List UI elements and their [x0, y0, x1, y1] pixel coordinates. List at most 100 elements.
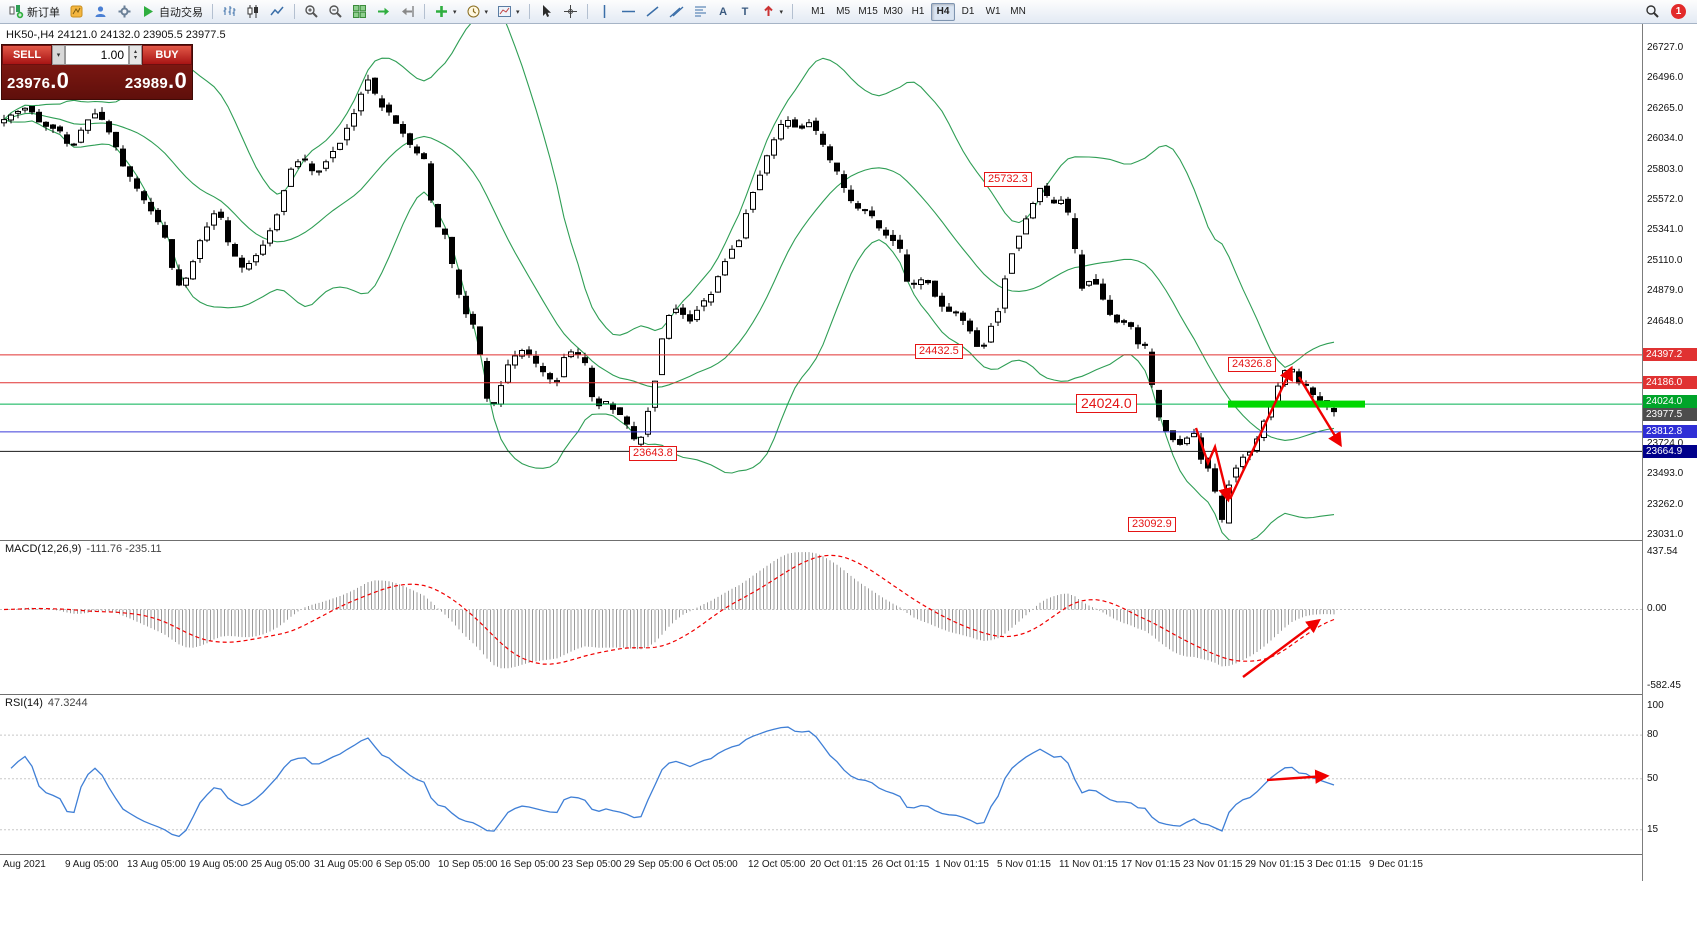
time-axis-label: 29 Sep 05:00: [624, 859, 684, 870]
gear-icon: [118, 5, 131, 18]
bar-chart-icon: [223, 6, 236, 16]
search-icon: [1646, 5, 1659, 18]
sell-price[interactable]: 23976.0: [7, 68, 70, 93]
time-axis-label: 23 Nov 01:15: [1183, 859, 1243, 870]
auto-scroll-icon: [378, 7, 389, 16]
new-order-icon: [9, 5, 24, 19]
time-axis-label: 10 Sep 05:00: [438, 859, 498, 870]
horizontal-line-button[interactable]: [617, 2, 640, 22]
autotrading-button[interactable]: 自动交易: [137, 2, 207, 22]
time-axis-label: 20 Oct 01:15: [810, 859, 868, 870]
price-axis[interactable]: [1642, 24, 1697, 881]
timeframe-H4[interactable]: H4: [931, 2, 956, 21]
options-button[interactable]: [113, 2, 136, 22]
clock-icon: [467, 5, 480, 18]
metaeditor-icon: [70, 5, 83, 18]
toolbar-separator: [792, 4, 794, 19]
timeframe-MN[interactable]: MN: [1006, 3, 1030, 21]
time-axis-label: 31 Aug 05:00: [314, 859, 373, 870]
zoom-in-button[interactable]: [300, 2, 323, 22]
toolbar-separator: [294, 4, 295, 19]
rsi-label: RSI(14) 47.3244: [5, 697, 88, 709]
time-axis-label: 17 Nov 01:15: [1121, 859, 1181, 870]
fibonacci-button[interactable]: [689, 2, 712, 22]
buy-price[interactable]: 23989.0: [124, 68, 187, 93]
community-button[interactable]: [89, 2, 112, 22]
line-chart-icon: [270, 6, 284, 16]
time-axis-label: 9 Aug 05:00: [65, 859, 119, 870]
indicators-button[interactable]: ▾: [430, 2, 461, 22]
chart-shift-icon: [402, 6, 414, 17]
label-button[interactable]: T: [735, 2, 756, 22]
panel-separator[interactable]: [0, 694, 1697, 695]
zoom-out-button[interactable]: [324, 2, 347, 22]
tile-windows-icon: [353, 5, 366, 18]
indicators-plus-icon: [436, 6, 447, 17]
channel-button[interactable]: [665, 2, 688, 22]
candlestick-icon: [247, 5, 258, 18]
trendline-button[interactable]: [641, 2, 664, 22]
template-chart-icon: [498, 6, 512, 17]
timeframe-M15[interactable]: M15: [856, 3, 880, 21]
arrows-button[interactable]: ▾: [757, 2, 788, 22]
timeframe-group: M1 M5 M15 M30 H1 H4 D1 W1 MN: [806, 2, 1030, 21]
fibonacci-icon: [694, 6, 706, 17]
time-axis-label: 5 Nov 01:15: [997, 859, 1051, 870]
timeframe-W1[interactable]: W1: [981, 3, 1005, 21]
toolbar-separator: [528, 4, 530, 19]
chart-ohlc-header: HK50-,H4 24121.0 24132.0 23905.5 23977.5: [6, 29, 226, 41]
timeframe-D1[interactable]: D1: [956, 3, 980, 21]
volume-stepper[interactable]: ▴ ▾: [129, 45, 142, 65]
timeframe-H1[interactable]: H1: [906, 3, 930, 21]
timeframe-M1[interactable]: M1: [806, 3, 830, 21]
timeframe-M5[interactable]: M5: [831, 3, 855, 21]
sell-button[interactable]: SELL: [2, 45, 52, 65]
cursor-icon: [542, 5, 551, 17]
bar-chart-button[interactable]: [218, 2, 241, 22]
toolbar-separator: [586, 4, 588, 19]
metaeditor-button[interactable]: [65, 2, 88, 22]
time-axis-label: 3 Dec 01:15: [1307, 859, 1361, 870]
chevron-down-icon: ▾: [56, 52, 61, 59]
autotrading-play-icon: [144, 6, 153, 17]
stepper-down-icon: ▾: [133, 55, 137, 61]
price-chart[interactable]: [0, 24, 1642, 541]
trade-panel-prices: 23976.0 23989.0: [2, 65, 192, 99]
time-axis-label: 6 Sep 05:00: [376, 859, 430, 870]
timeframe-M30[interactable]: M30: [881, 3, 905, 21]
buy-button[interactable]: BUY: [142, 45, 192, 65]
search-button[interactable]: [1641, 2, 1664, 22]
periods-button[interactable]: ▾: [462, 2, 493, 22]
arrow-object-icon: [763, 5, 773, 16]
autotrading-label: 自动交易: [159, 6, 203, 19]
time-axis-separator: [0, 854, 1697, 855]
chart-shift-button[interactable]: [396, 2, 419, 22]
crosshair-icon: [563, 5, 577, 18]
time-axis-label: 13 Aug 05:00: [127, 859, 186, 870]
macd-label: MACD(12,26,9) -111.76 -235.11: [5, 543, 162, 555]
notification-badge[interactable]: 1: [1671, 4, 1686, 19]
volume-input[interactable]: 1.00: [65, 45, 129, 65]
cursor-button[interactable]: [535, 2, 558, 22]
one-click-trade-panel: SELL ▾ 1.00 ▴ ▾ BUY 23976.0 23989.0: [1, 44, 193, 100]
new-order-label: 新订单: [27, 6, 60, 19]
templates-button[interactable]: ▾: [493, 2, 524, 22]
channel-icon: [669, 6, 683, 18]
line-chart-button[interactable]: [266, 2, 289, 22]
text-icon: A: [719, 5, 728, 18]
macd-panel[interactable]: [0, 541, 1642, 694]
rsi-panel[interactable]: [0, 695, 1642, 854]
stepper-up-icon: ▴: [133, 49, 137, 55]
horizontal-line-icon: [621, 10, 635, 13]
volume-dropdown-button[interactable]: ▾: [52, 45, 65, 65]
new-order-button[interactable]: 新订单: [5, 2, 64, 22]
vertical-line-button[interactable]: [593, 2, 616, 22]
text-button[interactable]: A: [713, 2, 734, 22]
tile-windows-button[interactable]: [348, 2, 371, 22]
toolbar-right-group: 1: [1641, 2, 1692, 22]
crosshair-button[interactable]: [559, 2, 582, 22]
candlestick-chart-button[interactable]: [242, 2, 265, 22]
auto-scroll-button[interactable]: [372, 2, 395, 22]
panel-separator[interactable]: [0, 540, 1697, 541]
time-axis-label: 6 Oct 05:00: [686, 859, 738, 870]
